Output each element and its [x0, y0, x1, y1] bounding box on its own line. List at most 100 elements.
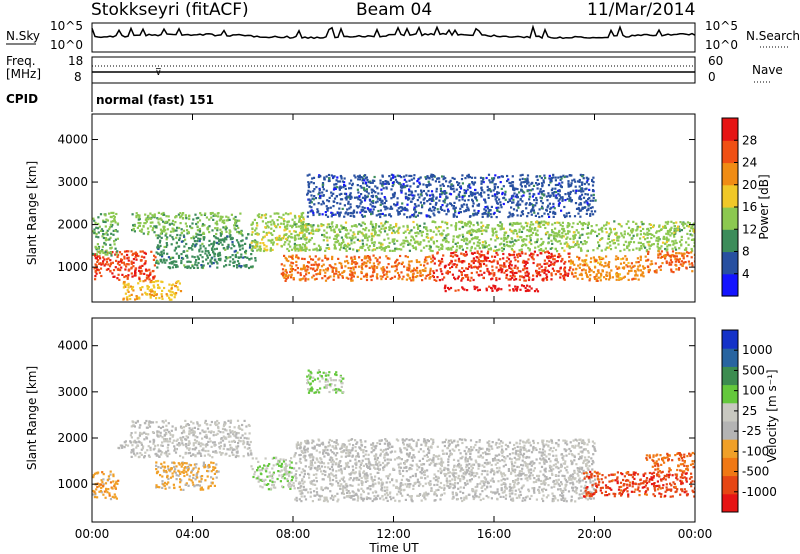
- scatter-region-8: [443, 284, 540, 293]
- cpid-panel: CPID normal (fast) 151: [6, 83, 214, 112]
- scatter-region-0: [92, 250, 157, 282]
- xtick-label-3: 12:00: [376, 527, 411, 541]
- freq-tick-top: 18: [68, 54, 83, 68]
- power-panel: 1000 2000 3000 4000 Slant Range [km]: [25, 113, 696, 303]
- xtick-label-1: 04:00: [175, 527, 210, 541]
- scatter-region-10: [569, 254, 647, 282]
- xtick-label-5: 20:00: [577, 527, 612, 541]
- scatter-region-7: [645, 451, 695, 473]
- nsearch-tick-bottom: 10^0: [705, 38, 738, 52]
- ytick-label-1: 2000: [57, 218, 88, 232]
- cbar-tick-label-1: 500: [742, 363, 765, 377]
- cpid-label: CPID: [6, 92, 38, 106]
- scatter-region-3: [155, 233, 258, 270]
- scatter-region-2: [129, 419, 253, 459]
- cbar-swatch-0: [722, 493, 738, 513]
- freq-panel: ⊽ Freq. [MHz] 18 8 60 0 Nave: [6, 54, 783, 84]
- date-label: 11/Mar/2014: [587, 0, 696, 20]
- cbar-tick-label-1: 8: [742, 245, 750, 259]
- cbar-tick-label-3: 16: [742, 200, 757, 214]
- cbar-tick-label-7: -1000: [742, 485, 777, 499]
- cbar-tick-label-5: -100: [742, 444, 769, 458]
- cpid-value: normal (fast) 151: [96, 93, 214, 107]
- nave-label: Nave: [752, 63, 783, 77]
- scatter-region-3: [155, 461, 220, 491]
- xtick-label-2: 08:00: [276, 527, 311, 541]
- cbar-swatch-4: [722, 184, 738, 208]
- scatter-region-7: [431, 250, 572, 282]
- scatter-region-4: [122, 279, 183, 301]
- scatter-region-12: [306, 173, 597, 219]
- velocity-cbar-label: Velocity [m s⁻¹]: [765, 369, 779, 462]
- power-ylabel: Slant Range [km]: [25, 161, 39, 265]
- nsky-tick-bottom: 10^0: [50, 38, 83, 52]
- scatter-region-5: [250, 211, 308, 253]
- cbar-swatch-2: [722, 457, 738, 477]
- cbar-tick-label-3: 25: [742, 404, 757, 418]
- scatter-region-6: [582, 470, 695, 498]
- cbar-swatch-9: [722, 330, 738, 349]
- cbar-swatch-1: [722, 251, 738, 275]
- xtick-label-4: 16:00: [477, 527, 512, 541]
- cbar-tick-label-4: -25: [742, 424, 762, 438]
- cbar-tick-label-0: 4: [742, 267, 750, 281]
- cbar-swatch-7: [722, 366, 738, 386]
- nsearch-label: N.Search: [746, 29, 800, 43]
- velocity-panel: 1000 2000 3000 4000 00:00 04:00 08:00 12:00 16:0…: [25, 317, 713, 554]
- cbar-swatch-5: [722, 162, 738, 186]
- scatter-region-1: [92, 211, 120, 257]
- ytick-label-1: 2000: [57, 431, 88, 445]
- ytick-label-3: 4000: [57, 133, 88, 147]
- cbar-tick-label-4: 20: [742, 178, 757, 192]
- cbar-swatch-3: [722, 439, 738, 458]
- nsky-series: [91, 24, 696, 40]
- ytick-label-2: 3000: [57, 175, 88, 189]
- scatter-region-2: [131, 211, 243, 236]
- power-cbar-label: Power [dB]: [757, 174, 771, 239]
- xtick-label-6: 00:00: [678, 527, 713, 541]
- velocity-xlabel: Time UT: [368, 541, 419, 554]
- scatter-region-8: [306, 369, 345, 394]
- cbar-swatch-6: [722, 140, 738, 164]
- cbar-tick-label-5: 24: [742, 156, 757, 170]
- freq-tick-bottom: 8: [74, 70, 82, 84]
- power-colorbar: 4 8 12 16 20 24 28 Power [dB]: [721, 117, 771, 297]
- nsky-tick-top: 10^5: [50, 19, 83, 33]
- freq-unit: [MHz]: [6, 67, 41, 81]
- nsky-label: N.Sky: [6, 29, 40, 43]
- scatter-region-1: [117, 440, 132, 450]
- cbar-swatch-7: [722, 118, 738, 141]
- nave-tick-bottom: 0: [708, 70, 716, 84]
- scatter-region-9: [293, 220, 695, 253]
- cbar-tick-label-2: 100: [742, 384, 765, 398]
- cbar-tick-label-2: 12: [742, 222, 757, 236]
- scatter-region-0: [92, 470, 120, 501]
- cbar-swatch-4: [722, 421, 738, 440]
- ytick-label-3: 4000: [57, 339, 88, 353]
- nave-tick-top: 60: [708, 54, 723, 68]
- cbar-swatch-1: [722, 475, 738, 495]
- ytick-label-0: 1000: [57, 260, 88, 274]
- scatter-region-4: [250, 456, 295, 491]
- beam-label: Beam 04: [356, 0, 433, 20]
- cbar-swatch-8: [722, 348, 738, 367]
- cbar-swatch-0: [722, 273, 738, 297]
- ytick-label-2: 3000: [57, 385, 88, 399]
- scatter-region-5: [293, 438, 597, 503]
- scatter-region-6: [280, 254, 433, 282]
- cbar-swatch-2: [722, 229, 738, 253]
- cbar-swatch-6: [722, 384, 738, 404]
- xtick-label-0: 00:00: [75, 527, 110, 541]
- velocity-colorbar: 1000 500 100 25 -25 -100 -500 -1000 Velocity [m…: [721, 329, 779, 513]
- cbar-swatch-3: [722, 207, 738, 230]
- scatter-region-11: [645, 250, 695, 274]
- cbar-tick-label-0: 1000: [742, 343, 773, 357]
- station-title: Stokkseyri (fitACF): [91, 0, 249, 20]
- velocity-ylabel: Slant Range [km]: [25, 366, 39, 470]
- cbar-tick-label-6: 28: [742, 133, 757, 147]
- freq-glitch-mark: ⊽: [155, 68, 162, 78]
- ytick-label-0: 1000: [57, 477, 88, 491]
- nsearch-tick-top: 10^5: [705, 19, 738, 33]
- freq-label: Freq.: [6, 54, 36, 68]
